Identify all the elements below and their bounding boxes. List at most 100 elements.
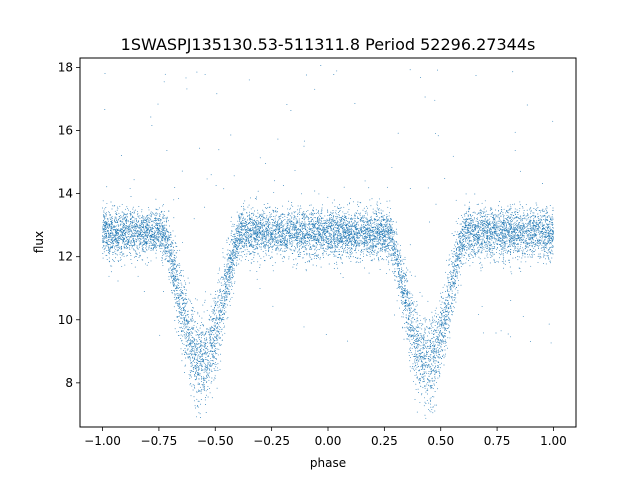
data-point	[447, 337, 449, 339]
data-point	[181, 360, 183, 362]
data-point	[108, 275, 110, 277]
data-point	[212, 337, 214, 339]
data-point	[188, 353, 190, 355]
data-point	[222, 256, 224, 258]
data-point	[255, 233, 256, 235]
data-point	[474, 212, 476, 214]
data-point	[406, 338, 408, 340]
data-point	[479, 245, 481, 246]
data-point	[351, 250, 352, 252]
data-point	[206, 382, 208, 384]
data-point	[138, 243, 140, 245]
data-point	[418, 370, 420, 372]
data-point	[420, 359, 422, 361]
data-point	[365, 249, 367, 251]
data-point	[447, 276, 449, 278]
data-point	[342, 221, 344, 223]
data-point	[278, 218, 280, 220]
data-point	[206, 381, 208, 383]
data-point	[483, 227, 485, 229]
data-point	[202, 324, 204, 326]
data-point	[432, 412, 434, 414]
data-point	[387, 223, 389, 225]
data-point	[400, 256, 402, 258]
data-point	[432, 369, 434, 371]
data-point	[467, 227, 469, 229]
data-point	[172, 265, 174, 267]
data-point	[179, 289, 181, 291]
data-point	[363, 224, 365, 225]
data-point	[428, 408, 430, 410]
data-point	[422, 361, 424, 363]
data-point	[154, 241, 156, 242]
data-point	[314, 226, 316, 228]
data-point	[214, 345, 216, 347]
data-point	[286, 221, 288, 223]
data-point	[449, 321, 451, 323]
data-point	[430, 411, 432, 413]
data-point	[539, 219, 541, 221]
data-point	[422, 365, 423, 366]
data-point	[472, 212, 474, 214]
data-point	[230, 252, 232, 254]
data-point	[168, 235, 170, 237]
data-point	[185, 282, 186, 284]
data-point	[136, 213, 138, 215]
data-point	[214, 352, 216, 354]
data-point	[365, 217, 367, 219]
data-point	[491, 208, 493, 210]
data-point	[331, 218, 332, 220]
data-point	[431, 330, 432, 332]
data-point	[118, 242, 120, 243]
data-point	[113, 252, 115, 253]
data-point	[171, 251, 173, 253]
data-point	[458, 279, 459, 281]
data-point	[401, 260, 403, 262]
data-point	[223, 265, 225, 267]
data-point	[211, 343, 213, 345]
data-point	[206, 375, 207, 377]
data-point	[452, 256, 454, 257]
data-point	[395, 247, 397, 249]
data-point	[304, 226, 306, 228]
data-point	[313, 237, 315, 239]
data-point	[143, 233, 145, 235]
data-point	[424, 336, 425, 338]
data-point	[494, 238, 496, 240]
data-point	[291, 232, 293, 234]
data-point	[362, 251, 364, 253]
chart-title: 1SWASPJ135130.53-511311.8 Period 52296.2…	[121, 35, 536, 54]
data-point	[108, 243, 110, 245]
data-point	[515, 223, 517, 225]
data-point	[212, 312, 214, 314]
data-point	[178, 315, 180, 317]
data-point	[350, 197, 352, 199]
data-point	[518, 249, 520, 251]
data-point	[116, 238, 118, 240]
data-point	[423, 376, 425, 378]
data-point	[109, 244, 111, 246]
data-point	[306, 230, 308, 232]
data-point	[164, 238, 166, 240]
data-point	[386, 200, 388, 202]
data-point	[293, 230, 295, 232]
data-point	[197, 406, 199, 408]
data-point	[293, 215, 295, 217]
data-point	[115, 241, 117, 243]
data-point	[141, 234, 143, 236]
data-point	[462, 243, 464, 245]
data-point	[476, 204, 478, 206]
data-point	[172, 251, 174, 253]
data-point	[497, 227, 499, 229]
data-point	[439, 330, 441, 332]
data-point	[520, 271, 522, 273]
data-point	[460, 231, 462, 233]
data-point	[360, 251, 362, 253]
data-point	[206, 366, 208, 368]
data-point	[126, 220, 128, 222]
data-point	[423, 345, 425, 347]
data-point	[449, 258, 451, 260]
data-point	[274, 243, 276, 245]
data-point	[282, 226, 284, 228]
data-point	[156, 236, 158, 238]
